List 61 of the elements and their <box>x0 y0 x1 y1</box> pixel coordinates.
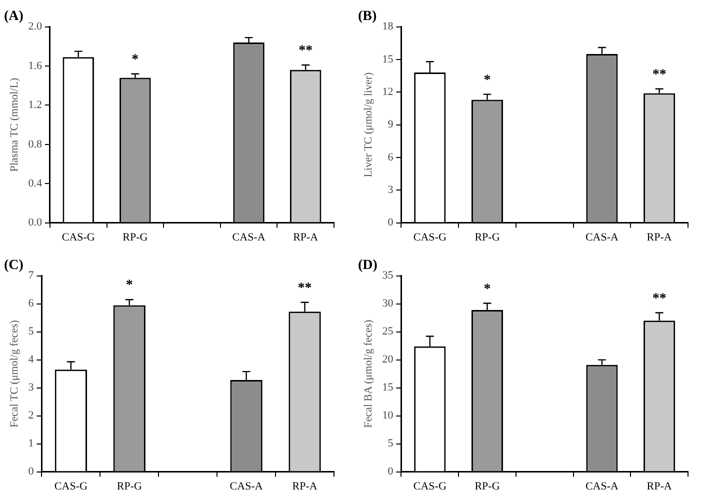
y-tick-label: 2.0 <box>28 20 42 33</box>
y-tick-label: 0 <box>388 216 394 229</box>
y-tick-label: 9 <box>388 118 394 131</box>
x-tick-label: CAS-A <box>585 480 619 492</box>
y-tick-label: 12 <box>382 86 394 98</box>
data-label: * <box>132 52 139 68</box>
x-tick-label: CAS-G <box>413 231 446 244</box>
y-tick-label: 15 <box>382 53 394 66</box>
y-tick-label: 0 <box>28 466 34 478</box>
x-tick-label: CAS-A <box>230 480 263 492</box>
y-tick-label: 1 <box>28 438 34 450</box>
x-tick-label: CAS-G <box>62 231 95 244</box>
y-tick-label: 5 <box>28 326 34 338</box>
data-label: * <box>484 282 491 297</box>
y-tick-label: 5 <box>388 438 394 450</box>
data-label: ** <box>652 67 666 82</box>
y-tick-label: 0.4 <box>28 177 42 190</box>
x-tick-label: RP-A <box>646 480 672 492</box>
y-tick-label: 0 <box>388 466 394 478</box>
y-axis-title: Fecal BA (μmol/g feces) <box>362 319 374 428</box>
y-tick-label: 6 <box>28 298 34 310</box>
x-tick-label: RP-G <box>474 480 500 492</box>
y-tick-label: 25 <box>382 326 394 338</box>
x-tick-label: RP-G <box>122 231 148 244</box>
y-tick-label: 1.2 <box>28 99 42 112</box>
y-tick-label: 2 <box>28 410 34 422</box>
data-label: * <box>484 72 491 88</box>
y-tick-label: 20 <box>382 354 394 366</box>
chart-title: (D) <box>358 258 378 274</box>
y-tick-label: 6 <box>388 151 394 164</box>
y-tick-label: 4 <box>28 354 34 366</box>
y-tick-label: 7 <box>28 270 34 282</box>
y-tick-label: 15 <box>382 382 394 394</box>
y-tick-label: 3 <box>28 382 34 394</box>
x-tick-label: CAS-G <box>54 480 88 492</box>
x-tick-label: RP-A <box>292 480 318 492</box>
y-axis-title: Liver TC (μmol/g liver) <box>362 72 374 178</box>
y-tick-label: 1.6 <box>28 60 42 72</box>
y-tick-label: 10 <box>382 410 394 422</box>
x-tick-label: CAS-G <box>413 480 446 492</box>
x-tick-label: RP-A <box>646 231 672 244</box>
chart-title: (C) <box>4 258 24 274</box>
y-axis-title: Fecal TC (μmol/g feces) <box>8 320 20 428</box>
x-tick-label: RP-G <box>474 231 500 244</box>
chart-title: (B) <box>358 9 377 24</box>
data-label: ** <box>298 281 312 296</box>
x-tick-label: CAS-A <box>232 231 266 244</box>
y-tick-label: 30 <box>382 298 394 310</box>
y-tick-label: 0.8 <box>28 138 42 150</box>
x-tick-label: CAS-A <box>585 231 619 244</box>
y-tick-label: 35 <box>382 270 394 282</box>
y-tick-label: 18 <box>382 20 394 33</box>
y-tick-label: 0.0 <box>28 216 42 229</box>
y-tick-label: 3 <box>388 184 394 196</box>
y-axis-title: Plasma TC (mmol/L) <box>8 78 20 172</box>
data-label: ** <box>298 44 313 59</box>
x-tick-label: RP-A <box>293 231 318 244</box>
data-label: * <box>126 278 133 294</box>
x-tick-label: RP-G <box>116 480 142 492</box>
chart-title: (A) <box>4 9 24 24</box>
data-label: ** <box>652 291 666 306</box>
